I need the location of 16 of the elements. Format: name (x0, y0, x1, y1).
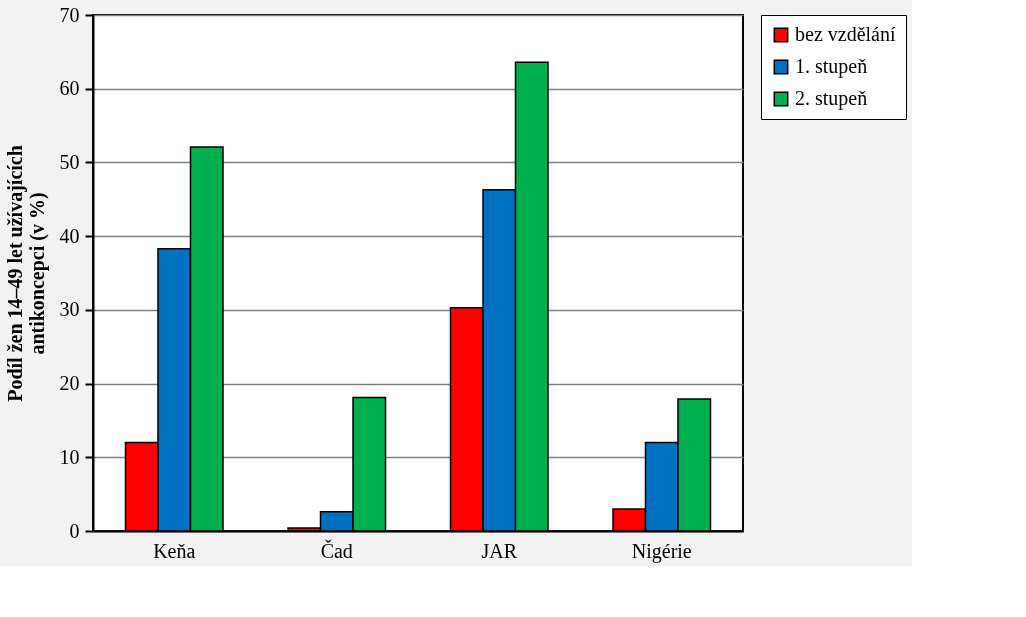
legend-label: 2. stupeň (795, 87, 868, 110)
y-tick-label: 30 (59, 298, 80, 321)
x-tick-label: Nigérie (631, 539, 692, 563)
y-tick-label: 0 (69, 519, 80, 542)
y-tick-label: 20 (59, 372, 80, 395)
y-tick-label: 10 (59, 445, 80, 468)
x-tick-label: JAR (481, 539, 518, 562)
x-tick-label: Čad (320, 538, 353, 562)
y-tick-label: 60 (59, 77, 80, 100)
x-tick-label: Keňa (153, 539, 196, 562)
y-tick-label: 40 (59, 224, 80, 247)
legend-label: 1. stupeň (795, 55, 868, 78)
y-tick-label: 50 (59, 150, 80, 173)
y-axis-title: Podíl žen 14–49 let užívajících antikoncepci (v %) (3, 145, 49, 402)
y-tick-label: 70 (59, 3, 80, 26)
legend-label: bez vzdělání (795, 23, 896, 45)
